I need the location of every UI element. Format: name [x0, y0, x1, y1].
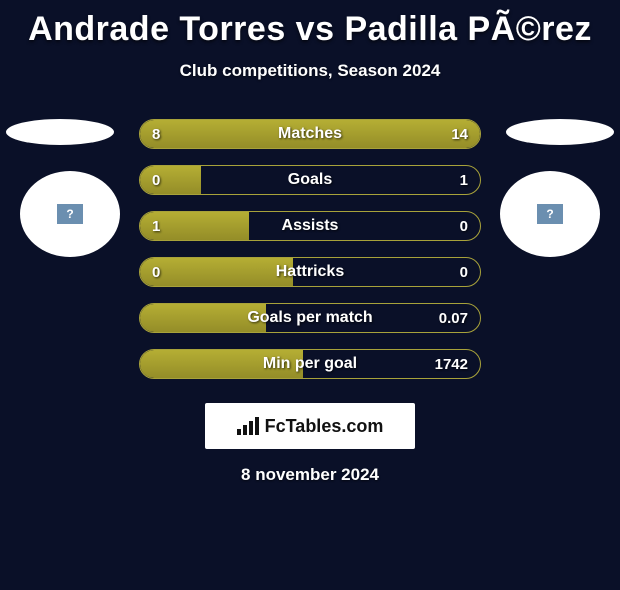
stat-value-right: 14	[451, 120, 468, 148]
date-label: 8 november 2024	[0, 465, 620, 485]
stat-value-right: 0.07	[439, 304, 468, 332]
bar-fill-left	[140, 350, 303, 378]
brand-logo: FcTables.com	[205, 403, 415, 449]
stat-row: 10Assists	[139, 211, 481, 241]
stat-value-right: 0	[460, 258, 468, 286]
stat-value-right: 0	[460, 212, 468, 240]
bar-fill-left	[140, 258, 293, 286]
stat-value-left: 0	[152, 166, 160, 194]
team-marker-right	[506, 119, 614, 145]
stat-row: 0.07Goals per match	[139, 303, 481, 333]
comparison-panel: 814Matches01Goals10Assists00Hattricks0.0…	[0, 119, 620, 395]
stat-value-right: 1	[460, 166, 468, 194]
logo-bars-icon	[237, 417, 259, 435]
player-avatar-right	[500, 171, 600, 257]
placeholder-icon	[537, 204, 563, 224]
stat-bars: 814Matches01Goals10Assists00Hattricks0.0…	[139, 119, 481, 395]
subtitle: Club competitions, Season 2024	[0, 61, 620, 81]
stat-value-left: 0	[152, 258, 160, 286]
stat-row: 01Goals	[139, 165, 481, 195]
placeholder-icon	[57, 204, 83, 224]
player-avatar-left	[20, 171, 120, 257]
stat-row: 1742Min per goal	[139, 349, 481, 379]
stat-row: 814Matches	[139, 119, 481, 149]
bar-fill-left	[140, 304, 266, 332]
team-marker-left	[6, 119, 114, 145]
stat-value-left: 8	[152, 120, 160, 148]
page-title: Andrade Torres vs Padilla PÃ©rez	[0, 10, 620, 49]
stat-value-left: 1	[152, 212, 160, 240]
stat-row: 00Hattricks	[139, 257, 481, 287]
brand-text: FcTables.com	[265, 416, 384, 437]
bar-fill-right	[264, 120, 480, 148]
stat-value-right: 1742	[435, 350, 468, 378]
bar-fill-left	[140, 166, 201, 194]
